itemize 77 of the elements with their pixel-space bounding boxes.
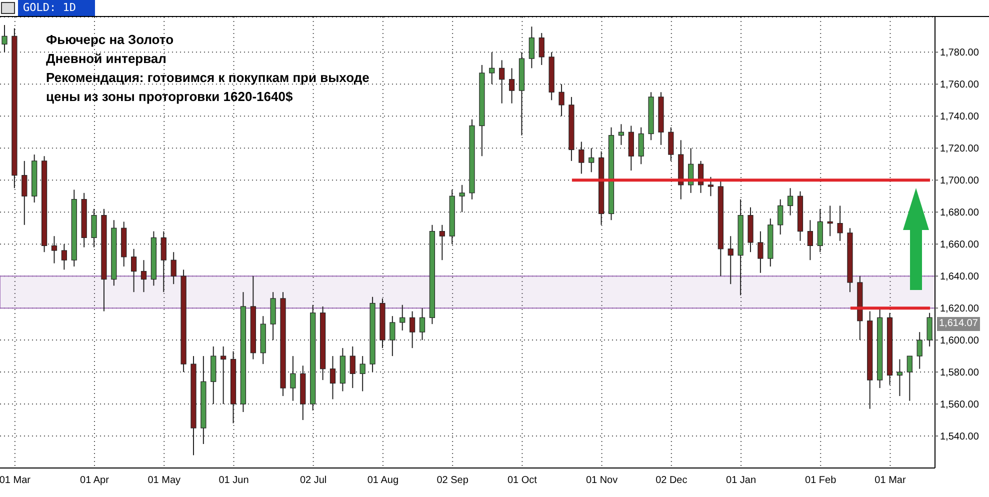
candlestick	[290, 356, 296, 402]
candlestick	[578, 141, 584, 174]
x-tick-label: 01 Feb	[805, 475, 837, 486]
x-tick-label: 01 May	[148, 475, 181, 486]
y-tick-label: 1,620.00	[940, 304, 980, 315]
candlestick	[140, 260, 147, 293]
y-tick-label: 1,560.00	[940, 400, 980, 411]
candlestick	[400, 304, 406, 331]
candlestick	[410, 310, 416, 349]
candlestick	[926, 312, 932, 347]
annotation: цены из зоны проторговки 1620-1640$	[46, 88, 294, 106]
candlestick	[817, 208, 823, 253]
candlestick	[668, 126, 674, 162]
candlestick	[22, 160, 28, 226]
candlestick	[170, 252, 176, 285]
annotation: Рекомендация: готовимся к покупкам при выходе	[46, 69, 370, 87]
candlestick	[51, 236, 58, 264]
candlestick	[638, 126, 644, 165]
x-tick-label: 02 Jul	[300, 475, 327, 486]
x-tick-label: 01 Mar	[874, 475, 906, 486]
candlestick	[220, 346, 226, 405]
candlestick	[91, 208, 97, 248]
y-tick-label: 1,740.00	[940, 112, 980, 123]
x-tick-label: 02 Sep	[436, 475, 469, 486]
y-tick-label: 1,720.00	[940, 144, 980, 155]
candlestick	[837, 205, 843, 242]
candlestick	[499, 60, 505, 104]
candlestick	[459, 184, 465, 213]
candlestick	[489, 52, 495, 85]
text: 1,614.07	[937, 316, 980, 331]
y-tick-label: 1,660.00	[940, 240, 980, 251]
candlestick	[916, 332, 922, 370]
candlestick	[728, 236, 734, 285]
candlestick	[708, 176, 714, 197]
x-tick-label: 02 Dec	[656, 475, 688, 486]
y-tick-label: 1,580.00	[940, 368, 980, 379]
candlestick	[896, 358, 903, 397]
annotation: Дневной интервал	[46, 50, 168, 68]
y-tick-label: 1,600.00	[940, 336, 980, 347]
candlestick	[360, 356, 366, 392]
candlestick	[538, 32, 544, 66]
x-tick-label: 01 Mar	[0, 475, 32, 486]
candlestick	[827, 205, 833, 237]
candlestick	[788, 188, 794, 216]
candlestick	[778, 198, 784, 236]
candlestick	[618, 124, 624, 146]
x-tick-label: 01 Aug	[367, 475, 399, 486]
y-tick-label: 1,760.00	[940, 80, 980, 91]
candlestick	[160, 230, 166, 293]
candlestick	[61, 244, 67, 270]
x-tick-label: 01 Jun	[218, 475, 249, 486]
candlestick	[131, 248, 137, 293]
x-tick-label: 01 Nov	[586, 475, 618, 486]
candlestick	[390, 316, 396, 357]
candlestick	[758, 230, 764, 274]
candlestick	[807, 220, 813, 261]
chart-title: GOLD: 1D	[18, 0, 95, 16]
candlestick	[628, 125, 634, 172]
candlestick	[439, 224, 445, 261]
y-tick-label: 1,640.00	[940, 272, 980, 283]
y-tick-label: 1,680.00	[940, 208, 980, 219]
candlestick	[528, 26, 534, 69]
y-tick-label: 1,780.00	[940, 48, 980, 59]
candlestick	[330, 356, 336, 400]
y-tick-label: 1,700.00	[940, 176, 980, 187]
candlestick	[588, 148, 594, 173]
y-tick-label: 1,540.00	[940, 432, 980, 443]
candlestick	[558, 84, 564, 117]
candlestick	[350, 346, 356, 389]
annotation: Фьючерс на Золото	[46, 31, 175, 49]
candlestick	[508, 68, 515, 104]
x-tick-label: 01 Jan	[726, 475, 756, 486]
candlestick	[2, 24, 8, 53]
candlestick	[419, 308, 426, 341]
x-tick-label: 01 Apr	[80, 475, 110, 486]
candlestick	[906, 356, 912, 402]
x-tick-label: 01 Oct	[507, 475, 538, 486]
